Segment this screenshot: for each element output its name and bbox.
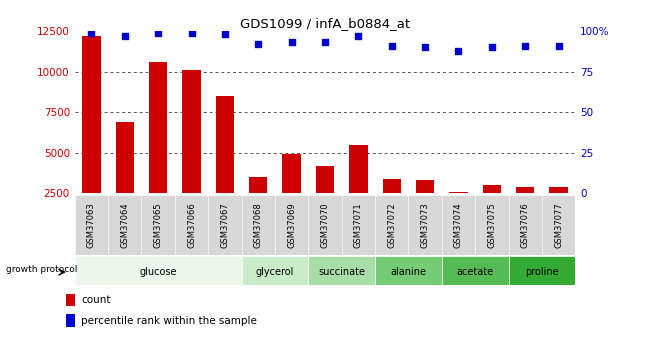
Point [86,30,97,36]
Point [120,33,130,39]
Bar [308,195,342,255]
Bar [142,195,175,255]
Text: GSM37073: GSM37073 [421,202,430,248]
Bar [508,195,542,255]
Bar [542,195,575,255]
Bar [449,191,467,234]
Point [153,30,163,36]
Bar [83,36,101,234]
Bar [442,256,508,285]
Point [387,43,397,48]
Bar [408,195,442,255]
Text: glucose: glucose [139,267,177,277]
Bar [183,70,201,234]
Point [520,43,530,48]
Title: GDS1099 / infA_b0884_at: GDS1099 / infA_b0884_at [240,17,410,30]
Point [187,30,197,36]
Bar [175,195,208,255]
Text: GSM37069: GSM37069 [287,202,296,248]
Text: GSM37072: GSM37072 [387,202,396,248]
Text: GSM37077: GSM37077 [554,202,563,248]
Point [220,31,230,37]
Bar [75,195,108,255]
Bar [416,180,434,234]
Bar [483,185,501,234]
Point [353,33,363,39]
Text: GSM37074: GSM37074 [454,202,463,248]
Text: GSM37065: GSM37065 [153,202,162,248]
Text: succinate: succinate [318,267,365,277]
Bar [283,154,301,234]
Bar [108,195,142,255]
Point [320,40,330,45]
Bar [549,187,567,234]
Text: GSM37070: GSM37070 [320,202,330,248]
Text: GSM37067: GSM37067 [220,202,229,248]
Bar [475,195,508,255]
Bar [442,195,475,255]
Text: alanine: alanine [391,267,426,277]
Bar [275,195,308,255]
Text: proline: proline [525,267,559,277]
Bar [308,256,375,285]
Bar [516,187,534,234]
Bar [242,256,308,285]
Text: GSM37063: GSM37063 [87,202,96,248]
Bar [75,256,242,285]
Bar [242,195,275,255]
Bar [66,314,75,327]
Text: glycerol: glycerol [255,267,294,277]
Bar [342,195,375,255]
Point [453,48,463,53]
Point [287,40,297,45]
Text: growth protocol: growth protocol [6,265,77,274]
Bar [149,62,167,234]
Bar [375,256,442,285]
Point [253,41,263,47]
Text: GSM37064: GSM37064 [120,202,129,248]
Text: acetate: acetate [456,267,494,277]
Bar [383,179,401,234]
Point [420,45,430,50]
Text: percentile rank within the sample: percentile rank within the sample [81,316,257,326]
Text: GSM37066: GSM37066 [187,202,196,248]
Bar [66,294,75,306]
Text: GSM37075: GSM37075 [488,202,497,248]
Text: GSM37068: GSM37068 [254,202,263,248]
Bar [375,195,408,255]
Bar [316,166,334,234]
Bar [249,177,267,234]
Text: GSM37076: GSM37076 [521,202,530,248]
Bar [216,96,234,234]
Point [487,45,497,50]
Bar [349,145,367,234]
Text: count: count [81,295,110,305]
Bar [508,256,575,285]
Bar [116,122,134,234]
Text: GSM37071: GSM37071 [354,202,363,248]
Point [553,43,564,48]
Bar [208,195,242,255]
